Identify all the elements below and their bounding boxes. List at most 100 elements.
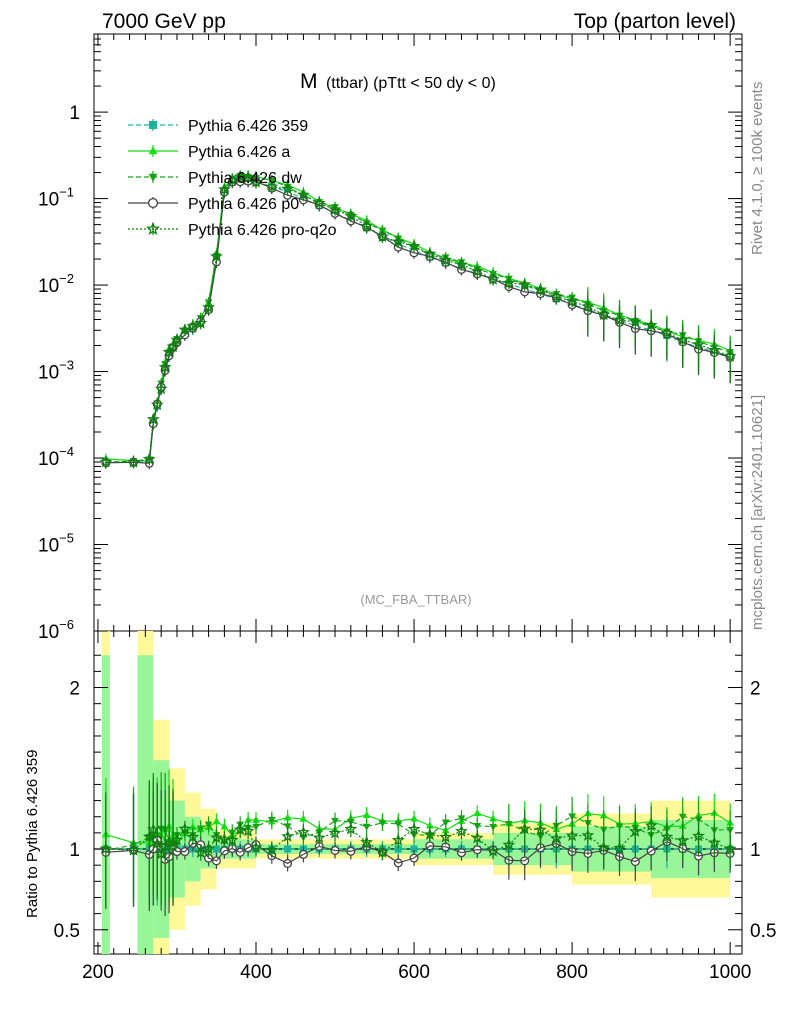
ratio-point [723,842,737,855]
data-point [692,337,705,350]
ratio-y-tick-label-right: 1 [750,840,761,861]
series-pythia-6-426-a [102,169,734,467]
ratio-point [281,829,294,842]
ratio-point [331,817,339,825]
ratio-point [470,831,484,844]
series-line [105,176,731,463]
ratio-point [297,825,310,838]
x-tick-label: 400 [240,962,272,983]
ratio-point [202,842,215,855]
data-point [194,316,208,329]
ratio-point [597,840,611,853]
ratio-point [204,821,213,829]
axis-ticks: 200 400 600 800 1000 1 10−1 10−2 10−3 10−4 10−5 10−… [38,33,776,983]
y-tick-label: 10−6 [38,617,74,643]
x-tick-label: 1000 [709,962,751,983]
ratio-point [473,822,482,830]
data-point [281,182,294,195]
legend-marker [149,121,157,129]
legend: Pythia 6.426 359 Pythia 6.426 a Pythia 6.4… [128,118,337,239]
ratio-y-tick-label-left: 1 [69,840,80,861]
data-point [486,272,500,285]
legend-item: Pythia 6.426 359 [128,118,308,135]
y-tick-exponent: −4 [59,444,74,459]
x-tick-label: 600 [398,962,430,983]
ratio-point [457,815,466,823]
analysis-watermark: (MC_FBA_TTBAR) [360,592,471,607]
ratio-point [360,835,374,848]
data-point [502,276,516,289]
data-point [455,257,468,271]
legend-label: Pythia 6.426 p0 [188,196,299,213]
ratio-point [455,824,468,837]
data-point [597,308,611,321]
chart-title: M (ttbar) (pTtt < 50 dy < 0) [300,70,496,93]
series-layer [99,169,737,470]
ratio-point [486,844,500,857]
data-point [225,173,239,186]
ratio-point [212,845,220,853]
ratio-point [534,823,547,836]
legend-marker [145,221,161,235]
legend-marker [148,173,158,182]
chart-title-main: M [300,70,318,93]
ratio-point [244,815,252,823]
y-tick-label: 10−1 [38,185,74,211]
data-point [142,452,156,465]
y-tick-exponent: −6 [59,617,74,632]
ratio-point [628,824,642,837]
ratio-point [505,820,513,828]
ratio-point [565,829,579,842]
ratio-point [644,818,658,832]
legend-label: Pythia 6.426 dw [188,170,302,187]
ratio-point [344,822,358,835]
ratio-point [210,830,223,844]
data-point [170,333,184,346]
data-point [439,253,453,266]
band-green [137,655,154,954]
ratio-point [265,843,279,856]
data-point [127,455,140,468]
ratio-point [692,829,705,842]
x-tick-label: 800 [556,962,588,983]
data-point [158,360,172,373]
ratio-series-line [105,812,731,844]
data-point [391,235,405,248]
ratio-point [391,833,405,846]
legend-marker [148,146,158,155]
y-tick-exponent: −3 [59,358,74,373]
ratio-y-tick-label-left: 2 [69,679,80,700]
ratio-point [252,823,260,831]
ratio-point [170,833,184,846]
ratio-point [518,822,532,835]
ratio-point [283,823,292,831]
legend-item: Pythia 6.426 p0 [128,196,299,213]
legend-label: Pythia 6.426 359 [188,118,308,135]
ratio-point [186,830,200,843]
ratio-y-tick-label-right: 0.5 [750,921,776,942]
ratio-point [441,819,450,827]
ratio-point [362,810,371,818]
ratio-point [660,830,674,843]
ratio-series-layer [99,769,737,916]
data-point [99,455,113,468]
ratio-point [407,822,421,835]
data-point [518,277,532,291]
y-tick-label: 10−5 [38,531,74,557]
ratio-point [362,823,371,831]
y-tick-label: 10−3 [38,358,74,384]
data-point [202,300,215,313]
ratio-point [328,826,342,839]
data-point [376,229,389,243]
legend-item: Pythia 6.426 pro-q2o [128,221,337,239]
legend-label: Pythia 6.426 pro-q2o [188,222,337,239]
ratio-point [178,822,192,835]
ratio-panel-frame [93,630,743,955]
ratio-point [233,823,247,836]
ratio-point [267,816,276,824]
mcplots-label: mcplots.cern.ch [arXiv:2401.10621] [749,395,766,630]
chart-title-sub: (ttbar) (pTtt < 50 dy < 0) [326,75,496,92]
ratio-point [127,843,140,856]
y-tick-label: 10−4 [38,444,74,470]
